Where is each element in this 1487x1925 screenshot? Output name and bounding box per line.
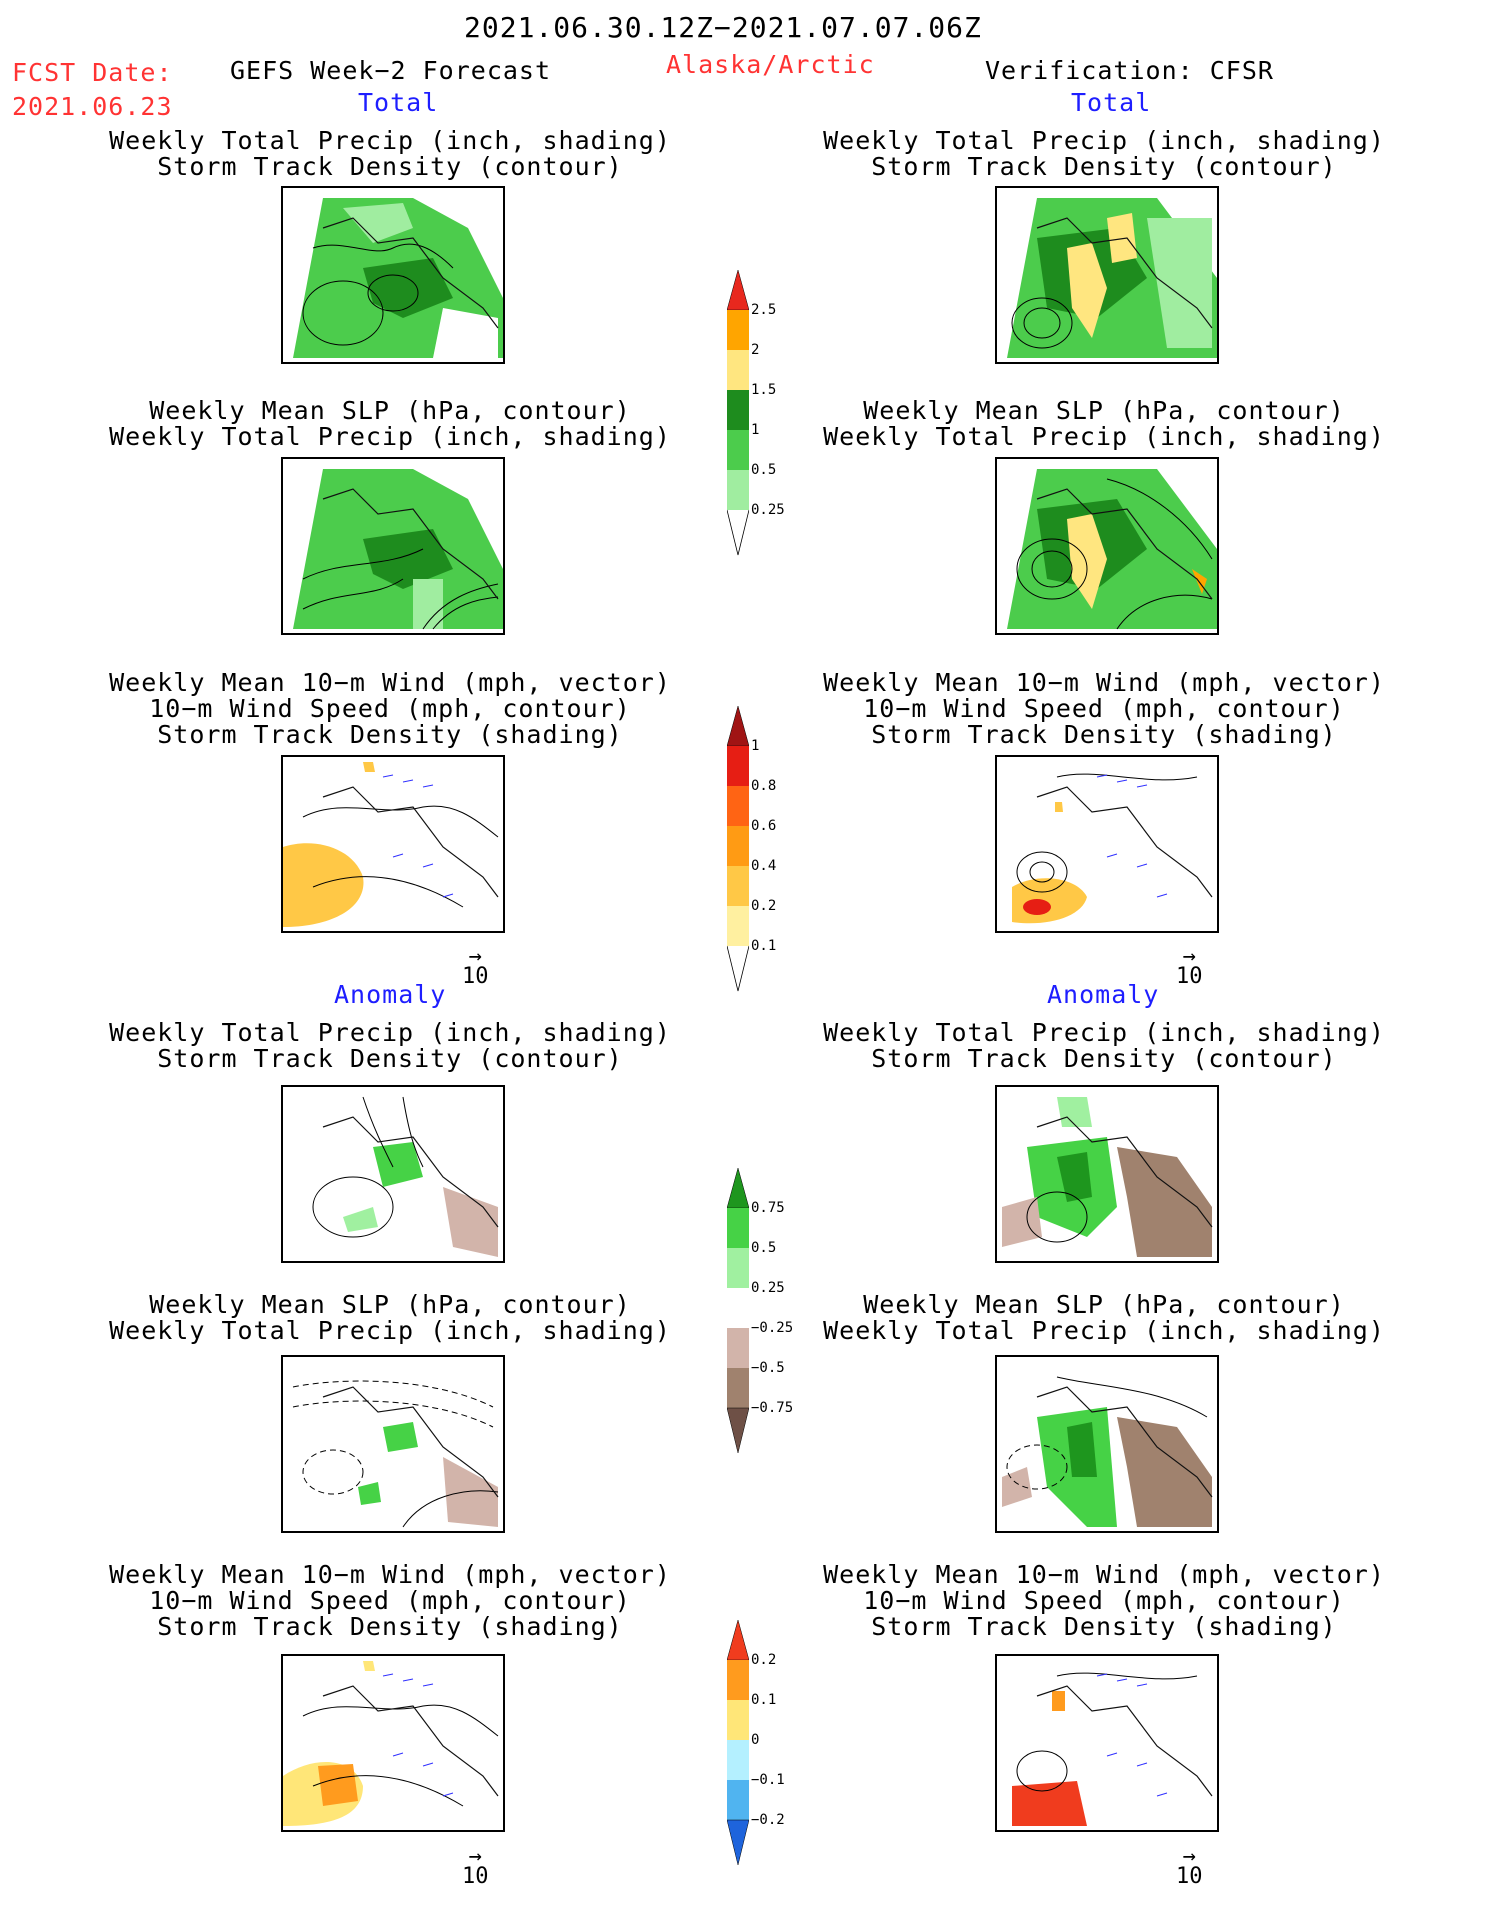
colorbar-track-total: 1 0.8 0.6 0.4 0.2 0.1	[726, 705, 776, 1000]
title-l3: Weekly Mean 10−m Wind (mph, vector) 10−m …	[109, 668, 671, 749]
section-anomaly-right: Anomaly	[1047, 980, 1160, 1009]
colorbar-track-anomaly: 0.2 0.1 0 −0.1 −0.2	[726, 1619, 785, 1874]
map-total-wind-gefs	[281, 755, 505, 933]
section-anomaly-left: Anomaly	[334, 980, 447, 1009]
map-total-slp-precip-cfsr	[995, 457, 1219, 635]
title-r6: Weekly Mean 10−m Wind (mph, vector) 10−m …	[823, 1560, 1385, 1641]
forecast-title: GEFS Week−2 Forecast	[230, 56, 552, 85]
map-total-precip-track-cfsr	[995, 186, 1219, 364]
section-total-right: Total	[1071, 88, 1152, 117]
colorbar-precip-anomaly: 0.75 0.5 0.25 −0.25 −0.5 −0.75	[726, 1167, 793, 1462]
map-anom-wind-gefs	[281, 1654, 505, 1832]
title-l4: Weekly Total Precip (inch, shading) Storm…	[109, 1018, 671, 1073]
map-anom-wind-cfsr	[995, 1654, 1219, 1832]
title-l6: Weekly Mean 10−m Wind (mph, vector) 10−m …	[109, 1560, 671, 1641]
title-r4: Weekly Total Precip (inch, shading) Storm…	[823, 1018, 1385, 1073]
title-r5: Weekly Mean SLP (hPa, contour) Weekly Tot…	[823, 1290, 1385, 1345]
region-label: Alaska/Arctic	[666, 50, 875, 79]
title-l1: Weekly Total Precip (inch, shading) Storm…	[109, 126, 671, 181]
colorbar-precip-total: 2.5 2 1.5 1 0.5 0.25	[726, 269, 785, 564]
map-total-wind-cfsr	[995, 755, 1219, 933]
fcst-label: FCST Date:	[12, 58, 173, 87]
map-anom-slp-precip-gefs	[281, 1355, 505, 1533]
map-total-slp-precip-gefs	[281, 457, 505, 635]
vector-ref-r2: → 10	[1176, 1844, 1203, 1890]
title-r3: Weekly Mean 10−m Wind (mph, vector) 10−m …	[823, 668, 1385, 749]
vector-ref-l2: → 10	[462, 1844, 489, 1890]
title-l5: Weekly Mean SLP (hPa, contour) Weekly Tot…	[109, 1290, 671, 1345]
date-range: 2021.06.30.12Z−2021.07.07.06Z	[464, 11, 982, 44]
title-r2: Weekly Mean SLP (hPa, contour) Weekly Tot…	[823, 396, 1385, 451]
fcst-date: 2021.06.23	[12, 92, 173, 121]
map-anom-precip-track-gefs	[281, 1085, 505, 1263]
title-r1: Weekly Total Precip (inch, shading) Storm…	[823, 126, 1385, 181]
verification-label: Verification: CFSR	[985, 56, 1274, 85]
map-anom-precip-track-cfsr	[995, 1085, 1219, 1263]
title-l2: Weekly Mean SLP (hPa, contour) Weekly Tot…	[109, 396, 671, 451]
section-total-left: Total	[358, 88, 439, 117]
map-anom-slp-precip-cfsr	[995, 1355, 1219, 1533]
vector-ref-l1: → 10	[462, 944, 489, 990]
map-total-precip-track-gefs	[281, 186, 505, 364]
vector-ref-r1: → 10	[1176, 944, 1203, 990]
